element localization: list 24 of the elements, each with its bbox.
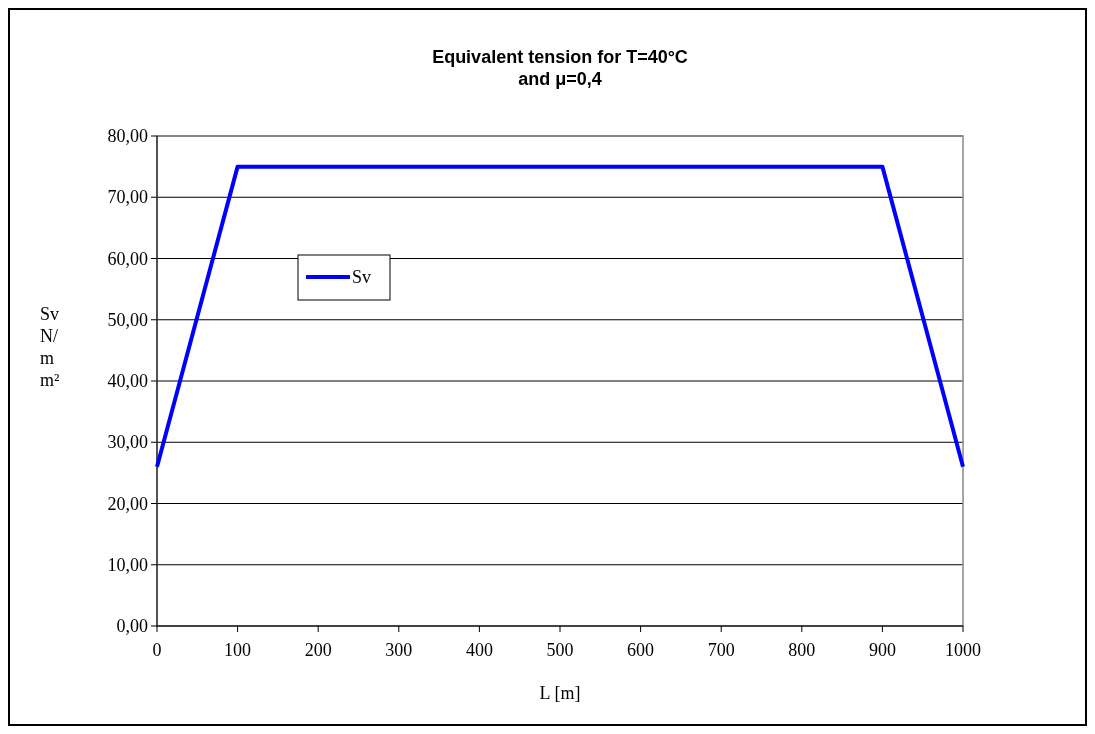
x-tick-label: 100 [224,640,252,660]
y-tick-label: 80,00 [107,126,148,146]
x-tick-label: 700 [707,640,735,660]
x-tick-label: 300 [385,640,413,660]
legend-label: Sv [352,267,372,287]
x-tick-label: 600 [627,640,655,660]
y-tick-label: 30,00 [107,432,148,453]
y-tick-label: 0,00 [116,616,148,636]
y-tick-label: 60,00 [107,248,148,269]
y-axis-title: Sv N/mm² [40,303,61,391]
x-tick-label: 200 [304,640,332,660]
x-tick-label: 500 [546,640,574,660]
y-tick-label: 50,00 [107,309,148,330]
x-tick-label: 400 [465,640,493,660]
x-tick-label: 0 [152,640,162,660]
y-tick-label: 10,00 [107,554,148,575]
x-tick-label: 800 [788,640,816,660]
x-tick-label: 1000 [945,640,981,660]
x-axis-title: L [m] [539,683,581,703]
x-tick-label: 900 [868,640,896,660]
chart-title: Equivalent tension for T=40°C and μ=0,4 [432,47,688,89]
y-tick-label: 40,00 [107,371,148,391]
y-tick-label: 70,00 [107,187,148,208]
y-tick-label: 20,00 [107,493,148,514]
